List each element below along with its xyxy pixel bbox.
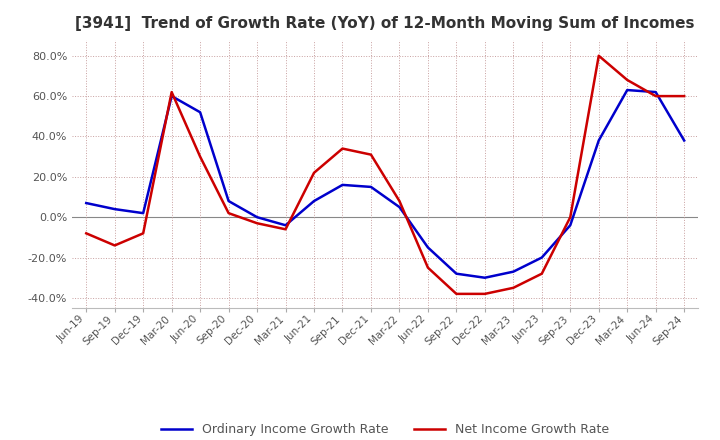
Net Income Growth Rate bbox=[225, 210, 233, 216]
Net Income Growth Rate bbox=[423, 265, 432, 270]
Net Income Growth Rate bbox=[310, 170, 318, 176]
Net Income Growth Rate bbox=[452, 291, 461, 297]
Ordinary Income Growth Rate bbox=[253, 215, 261, 220]
Net Income Growth Rate bbox=[480, 291, 489, 297]
Net Income Growth Rate bbox=[395, 198, 404, 204]
Title: [3941]  Trend of Growth Rate (YoY) of 12-Month Moving Sum of Incomes: [3941] Trend of Growth Rate (YoY) of 12-… bbox=[76, 16, 695, 32]
Ordinary Income Growth Rate bbox=[82, 201, 91, 206]
Ordinary Income Growth Rate bbox=[509, 269, 518, 274]
Ordinary Income Growth Rate bbox=[480, 275, 489, 280]
Net Income Growth Rate bbox=[595, 53, 603, 59]
Ordinary Income Growth Rate bbox=[566, 223, 575, 228]
Ordinary Income Growth Rate bbox=[225, 198, 233, 204]
Ordinary Income Growth Rate bbox=[338, 182, 347, 187]
Net Income Growth Rate bbox=[652, 93, 660, 99]
Ordinary Income Growth Rate bbox=[652, 89, 660, 95]
Net Income Growth Rate bbox=[282, 227, 290, 232]
Net Income Growth Rate bbox=[196, 154, 204, 159]
Ordinary Income Growth Rate bbox=[537, 255, 546, 260]
Net Income Growth Rate bbox=[253, 220, 261, 226]
Ordinary Income Growth Rate bbox=[595, 138, 603, 143]
Net Income Growth Rate bbox=[110, 243, 119, 248]
Net Income Growth Rate bbox=[509, 285, 518, 290]
Net Income Growth Rate bbox=[680, 93, 688, 99]
Line: Net Income Growth Rate: Net Income Growth Rate bbox=[86, 56, 684, 294]
Ordinary Income Growth Rate bbox=[110, 206, 119, 212]
Ordinary Income Growth Rate bbox=[452, 271, 461, 276]
Legend: Ordinary Income Growth Rate, Net Income Growth Rate: Ordinary Income Growth Rate, Net Income … bbox=[156, 418, 614, 440]
Ordinary Income Growth Rate bbox=[623, 88, 631, 93]
Ordinary Income Growth Rate bbox=[196, 110, 204, 115]
Net Income Growth Rate bbox=[82, 231, 91, 236]
Ordinary Income Growth Rate bbox=[423, 245, 432, 250]
Ordinary Income Growth Rate bbox=[139, 210, 148, 216]
Ordinary Income Growth Rate bbox=[395, 205, 404, 210]
Net Income Growth Rate bbox=[623, 77, 631, 83]
Net Income Growth Rate bbox=[537, 271, 546, 276]
Ordinary Income Growth Rate bbox=[366, 184, 375, 190]
Ordinary Income Growth Rate bbox=[680, 138, 688, 143]
Ordinary Income Growth Rate bbox=[282, 223, 290, 228]
Net Income Growth Rate bbox=[366, 152, 375, 157]
Ordinary Income Growth Rate bbox=[167, 93, 176, 99]
Net Income Growth Rate bbox=[566, 215, 575, 220]
Ordinary Income Growth Rate bbox=[310, 198, 318, 204]
Net Income Growth Rate bbox=[338, 146, 347, 151]
Net Income Growth Rate bbox=[167, 89, 176, 95]
Net Income Growth Rate bbox=[139, 231, 148, 236]
Line: Ordinary Income Growth Rate: Ordinary Income Growth Rate bbox=[86, 90, 684, 278]
